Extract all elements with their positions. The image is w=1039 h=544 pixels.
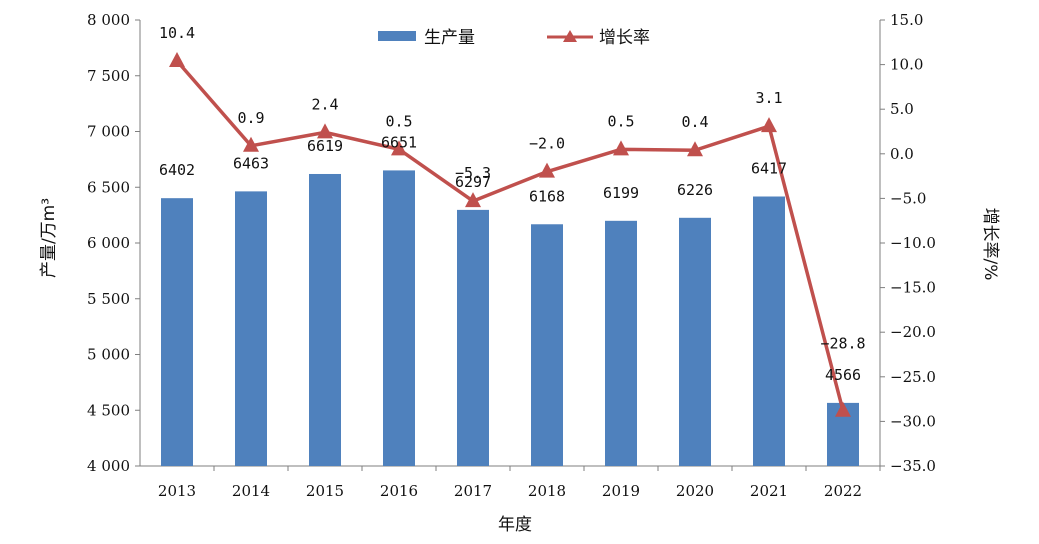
bar [531, 224, 563, 466]
bars [161, 170, 859, 467]
bar-value-label: 6651 [381, 133, 417, 151]
growth-rate-marker [317, 123, 333, 139]
x-tick-label: 2021 [750, 482, 788, 500]
growth-rate-label: 0.4 [681, 113, 708, 131]
right-tick-label: 5.0 [890, 100, 914, 118]
y-axis-title: 产量/万m³ [39, 198, 59, 278]
right-tick-label: −20.0 [890, 323, 936, 341]
bar-value-label: 6199 [603, 184, 639, 202]
growth-rate-label: 3.1 [755, 89, 782, 107]
x-axis-title: 年度 [498, 515, 532, 535]
legend-swatch-production [378, 31, 416, 41]
growth-rate-line [175, 59, 845, 412]
bar-value-label: 4566 [825, 366, 861, 384]
legend: 生产量 增长率 [378, 28, 650, 48]
right-tick-label: 0.0 [890, 145, 914, 163]
growth-rate-marker [391, 140, 407, 156]
legend-marker-growth [563, 30, 577, 42]
x-tick-label: 2013 [158, 482, 196, 500]
left-tick-label: 6 500 [87, 178, 130, 196]
growth-rate-label: 0.5 [607, 112, 634, 130]
bar [309, 173, 341, 466]
bar [753, 196, 785, 466]
bar [605, 220, 637, 466]
right-tick-label: 15.0 [890, 11, 923, 29]
x-tick-label: 2019 [602, 482, 640, 500]
x-tick-label: 2014 [232, 482, 270, 500]
right-axis: −35.0 −30.0 −25.0 −20.0 −15.0 −10.0 −5.0 0.0 5.0… [880, 11, 936, 475]
x-tick-label: 2015 [306, 482, 344, 500]
line-labels: 10.4 0.9 2.4 0.5 −5.3 −2.0 0.5 0.4 3.1 −28.8 [159, 24, 866, 353]
growth-rate-marker [835, 401, 851, 417]
bar-labels: 6402 6463 6619 6651 6297 6168 6199 6226 6417 4566 [159, 133, 861, 383]
left-tick-label: 4 500 [87, 401, 130, 419]
x-tick-label: 2016 [380, 482, 418, 500]
right-tick-label: −10.0 [890, 234, 936, 252]
bar [235, 191, 267, 467]
left-tick-label: 4 000 [87, 457, 130, 475]
bar-value-label: 6226 [677, 181, 713, 199]
left-tick-label: 7 500 [87, 67, 130, 85]
growth-rate-label: 10.4 [159, 24, 195, 42]
bar-value-label: 6417 [751, 160, 787, 178]
right-tick-label: −25.0 [890, 368, 936, 386]
bar-value-label: 6168 [529, 187, 565, 205]
right-tick-label: 10.0 [890, 56, 923, 74]
growth-rate-marker [687, 141, 703, 157]
growth-rate-line-layer [169, 52, 851, 417]
bar [679, 217, 711, 466]
growth-rate-label: 2.4 [311, 95, 338, 113]
growth-rate-label: 0.9 [237, 109, 264, 127]
bar-value-label: 6297 [455, 173, 491, 191]
legend-label-growth: 增长率 [599, 28, 650, 48]
growth-rate-label: −5.3 [455, 164, 491, 182]
bar [457, 209, 489, 466]
legend-label-production: 生产量 [424, 28, 475, 48]
left-tick-label: 6 000 [87, 234, 130, 252]
growth-rate-marker [539, 162, 555, 178]
left-tick-label: 7 000 [87, 123, 130, 141]
growth-rate-marker [243, 136, 259, 152]
right-tick-label: −30.0 [890, 412, 936, 430]
bar-value-label: 6463 [233, 154, 269, 172]
right-tick-label: −5.0 [890, 189, 926, 207]
left-tick-label: 8 000 [87, 11, 130, 29]
left-tick-label: 5 500 [87, 290, 130, 308]
growth-rate-marker [613, 140, 629, 156]
growth-rate-marker [761, 117, 777, 133]
left-tick-label: 5 000 [87, 346, 130, 364]
right-tick-label: −15.0 [890, 279, 936, 297]
x-tick-label: 2022 [824, 482, 862, 500]
bar [383, 170, 415, 466]
right-tick-label: −35.0 [890, 457, 936, 475]
growth-rate-marker [465, 192, 481, 208]
x-tick-label: 2017 [454, 482, 492, 500]
y2-axis-title: 增长率/% [980, 208, 1000, 281]
bar-value-label: 6402 [159, 161, 195, 179]
bar [161, 198, 193, 466]
growth-rate-label: −2.0 [529, 135, 565, 153]
left-axis: 4 000 4 500 5 000 5 500 6 000 6 500 7 000 7 500… [87, 11, 140, 475]
x-axis: 2013 2014 2015 2016 2017 2018 2019 2020 2021 2022 [158, 466, 881, 500]
growth-rate-label: −28.8 [820, 335, 865, 353]
growth-rate-marker [169, 52, 185, 68]
x-tick-label: 2020 [676, 482, 714, 500]
bar-value-label: 6619 [307, 137, 343, 155]
x-tick-label: 2018 [528, 482, 566, 500]
growth-rate-label: 0.5 [385, 112, 412, 130]
